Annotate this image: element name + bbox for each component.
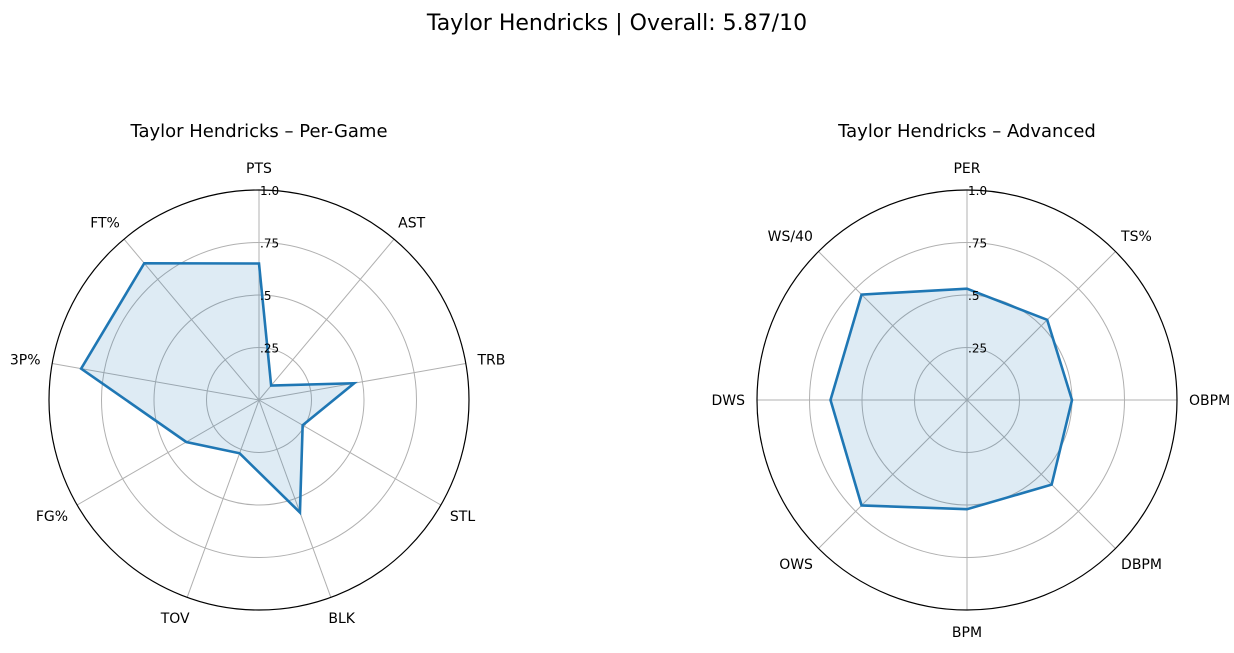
axis-label-stl: STL: [450, 509, 475, 525]
axis-label-fg: FG%: [36, 509, 68, 525]
axis-spoke: [258, 399, 332, 598]
axis-label-dbpm: DBPM: [1121, 557, 1162, 573]
axis-label-tov: TOV: [160, 611, 190, 627]
radial-tick-label: .75: [260, 237, 279, 251]
axis-spoke: [966, 251, 1116, 401]
axis-spoke: [258, 399, 442, 506]
axis-label-pts: PTS: [246, 161, 272, 177]
axis-spoke: [818, 399, 968, 549]
axis-label-3p: 3P%: [10, 353, 41, 369]
axis-label-ts: TS%: [1120, 229, 1152, 245]
radial-tick-label: .25: [968, 342, 987, 356]
chart-title-advanced: Taylor Hendricks – Advanced: [837, 121, 1096, 142]
axis-label-ows: OWS: [779, 557, 813, 573]
axis-label-dws: DWS: [711, 393, 745, 409]
axis-label-bpm: BPM: [952, 625, 982, 641]
axis-spoke: [966, 399, 1116, 549]
radial-tick-label: .25: [260, 342, 279, 356]
axis-label-ast: AST: [398, 215, 425, 231]
axis-spoke: [258, 363, 466, 401]
series-line: [79, 261, 358, 516]
axis-label-trb: TRB: [476, 353, 505, 369]
axis-spoke: [818, 251, 968, 401]
radial-tick-label: 1.0: [968, 184, 987, 198]
polar-frame: [756, 189, 1178, 611]
axis-spoke: [76, 399, 260, 506]
axis-label-ft: FT%: [90, 215, 120, 231]
radial-tick-label: 1.0: [260, 184, 279, 198]
radar-chart-per-game: Taylor Hendricks – Per-Game .25 .5 .75 1.0 P…: [10, 121, 505, 627]
polar-frame: [48, 189, 470, 611]
radar-chart-advanced: Taylor Hendricks – Advanced .25 .5 .75 1.0 P…: [711, 121, 1230, 641]
axis-label-blk: BLK: [328, 611, 355, 627]
series-fill: [830, 288, 1072, 510]
figure-title: Taylor Hendricks | Overall: 5.87/10: [426, 11, 807, 36]
radial-tick-label: .75: [968, 237, 987, 251]
axis-spoke: [258, 238, 395, 401]
axis-label-per: PER: [953, 161, 980, 177]
radial-tick-label: .5: [260, 289, 271, 303]
axis-spoke: [186, 399, 260, 598]
radial-tick-label: .5: [968, 289, 979, 303]
series-fill: [81, 263, 355, 513]
axis-label-ws40: WS/40: [768, 229, 813, 245]
axis-spoke: [123, 238, 260, 401]
axis-label-obpm: OBPM: [1189, 393, 1230, 409]
chart-title-per-game: Taylor Hendricks – Per-Game: [129, 121, 387, 142]
axis-spoke: [52, 363, 260, 401]
